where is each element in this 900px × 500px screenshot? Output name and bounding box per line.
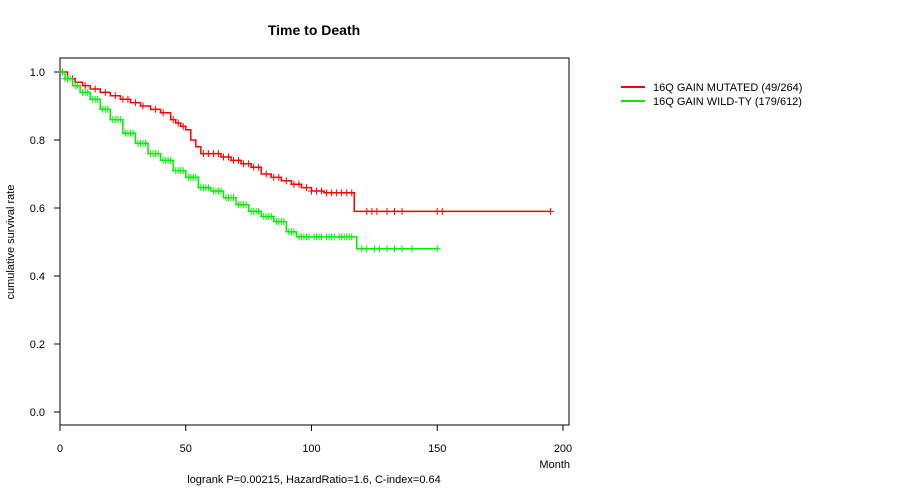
x-tick-label: 0	[57, 443, 63, 455]
censor-mark	[280, 218, 288, 226]
censor-mark	[373, 207, 381, 215]
censor-mark	[398, 207, 406, 215]
censor-mark	[192, 173, 200, 181]
censor-mark	[255, 207, 263, 215]
censor-mark	[242, 201, 250, 209]
legend: 16Q GAIN MUTATED (49/264) 16Q GAIN WILD-T…	[621, 82, 802, 108]
series-layer	[59, 68, 554, 253]
censor-mark	[363, 245, 371, 253]
censor-mark	[169, 116, 177, 124]
censor-mark	[318, 187, 326, 195]
censor-mark	[59, 68, 67, 76]
censor-mark	[66, 75, 74, 83]
plot-frame	[59, 57, 570, 426]
censor-mark	[124, 95, 132, 103]
censor-mark	[179, 167, 187, 175]
censor-mark	[375, 245, 383, 253]
censor-mark	[267, 213, 275, 220]
y-tick-label: 0.0	[30, 407, 45, 419]
censor-mark	[225, 153, 233, 161]
censor-mark	[139, 102, 147, 110]
censor-mark	[230, 194, 238, 202]
censor-mark	[546, 207, 554, 215]
censor-mark	[348, 233, 356, 241]
censor-mark	[262, 170, 270, 178]
censor-mark	[84, 88, 92, 96]
censor-mark	[159, 109, 167, 117]
x-tick-label: 100	[302, 443, 320, 455]
y-tick-label: 0.6	[30, 203, 45, 215]
censor-mark	[129, 129, 137, 137]
censor-mark	[383, 245, 391, 253]
y-tick-label: 0.4	[30, 271, 45, 283]
censor-mark	[408, 245, 416, 253]
x-axis-label: Month	[539, 459, 570, 471]
y-tick-label: 1.0	[30, 67, 45, 79]
censor-mark	[245, 160, 253, 168]
censor-mark	[74, 82, 82, 90]
x-tick-label: 150	[428, 443, 446, 455]
censor-mark	[154, 150, 162, 158]
censor-mark	[282, 177, 290, 185]
censor-mark	[94, 95, 102, 103]
censor-mark	[116, 116, 124, 124]
censor-mark	[433, 245, 441, 253]
censor-mark	[390, 207, 398, 215]
censor-mark	[295, 180, 303, 188]
y-tick-label: 0.8	[30, 135, 45, 147]
censor-mark	[398, 245, 406, 253]
axes: 0 50 100 150 200 0.0 0.2 0.4 0.6 0.8 1.0	[30, 67, 572, 455]
censor-mark	[167, 156, 175, 164]
censor-mark	[104, 105, 112, 113]
censor-mark	[111, 92, 119, 100]
censor-mark	[81, 82, 89, 90]
censor-mark	[235, 156, 243, 164]
y-tick-label: 0.2	[30, 339, 45, 351]
legend-label-1: 16Q GAIN MUTATED (49/264)	[653, 82, 802, 94]
censor-mark	[302, 184, 310, 192]
censor-mark	[142, 139, 150, 147]
censor-mark	[179, 122, 187, 130]
censor-mark	[214, 150, 222, 158]
censor-mark	[131, 99, 139, 107]
censor-mark	[152, 105, 160, 113]
x-tick-label: 200	[554, 443, 572, 455]
censor-mark	[383, 207, 391, 215]
stats-footnote: logrank P=0.00215, HazardRatio=1.6, C-in…	[187, 474, 440, 486]
x-tick-label: 50	[180, 443, 192, 455]
censor-mark	[438, 207, 446, 215]
censor-mark	[101, 88, 109, 96]
censor-mark	[204, 184, 212, 192]
censor-mark	[348, 189, 356, 197]
censor-mark	[290, 228, 298, 236]
y-axis-label: cumulative survival rate	[5, 185, 17, 300]
censor-mark	[275, 173, 283, 181]
censor-mark	[217, 187, 225, 195]
censor-mark	[91, 85, 99, 93]
chart-title: Time to Death	[268, 22, 360, 38]
series-line-1	[60, 71, 551, 213]
legend-label-2: 16Q GAIN WILD-TY (179/612)	[653, 96, 802, 108]
censor-mark	[390, 245, 398, 253]
censor-mark	[255, 163, 263, 171]
censor-mark	[174, 119, 182, 127]
